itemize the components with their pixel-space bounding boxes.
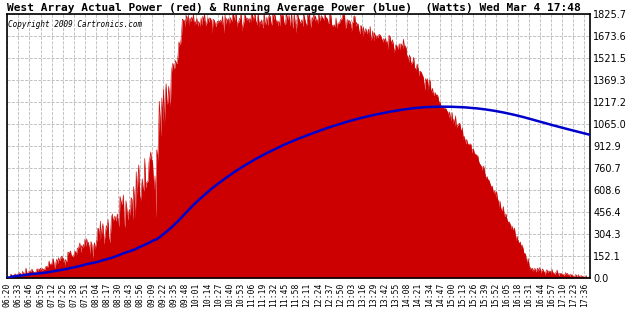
Text: Copyright 2009 Cartronics.com: Copyright 2009 Cartronics.com bbox=[8, 20, 142, 29]
Text: West Array Actual Power (red) & Running Average Power (blue)  (Watts) Wed Mar 4 : West Array Actual Power (red) & Running … bbox=[8, 3, 581, 13]
